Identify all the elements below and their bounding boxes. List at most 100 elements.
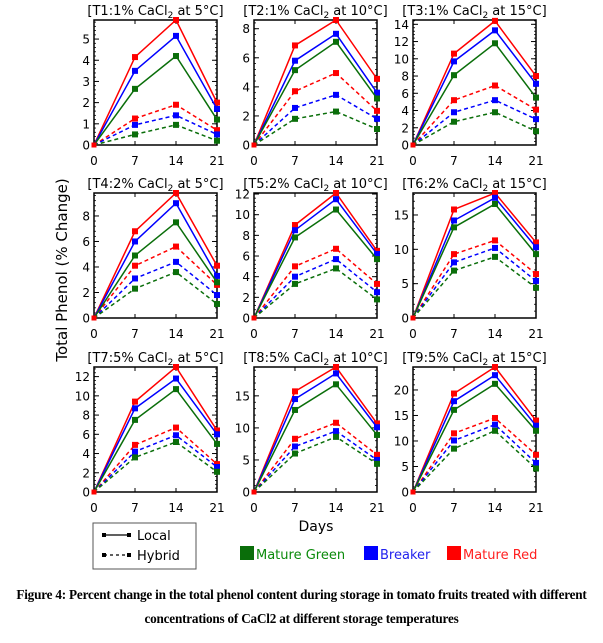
series-line	[93, 434, 218, 493]
series-hybrid-mature-green	[412, 109, 539, 146]
series-line	[253, 372, 378, 493]
legend-mature-green-swatch	[240, 546, 254, 560]
series-line	[412, 203, 537, 319]
data-point	[374, 424, 380, 431]
y-tick-label: 6	[82, 428, 90, 442]
data-point	[451, 445, 457, 452]
data-point	[292, 115, 298, 122]
data-point	[451, 430, 457, 437]
plot-frame	[412, 19, 537, 146]
series-line	[412, 417, 537, 493]
legend-mature-red-label: Mature Red	[463, 548, 537, 563]
data-point	[451, 251, 457, 258]
x-tick-label: 14	[487, 154, 502, 168]
data-point	[492, 40, 498, 47]
data-point	[451, 50, 457, 57]
series-local-mature-green	[253, 206, 380, 319]
series-local-mature-green	[253, 38, 380, 146]
x-tick-label: 7	[131, 501, 139, 515]
legend-mature-green-label: Mature Green	[256, 548, 345, 563]
origin-point	[251, 142, 257, 148]
x-tick-label: 0	[409, 327, 417, 341]
series-hybrid-breaker	[412, 97, 539, 146]
data-point	[333, 370, 339, 377]
data-point	[292, 222, 298, 229]
data-point	[374, 75, 380, 82]
plot-frame	[93, 192, 218, 319]
y-tick-label: 6	[401, 87, 409, 101]
series-hybrid-mature-red	[93, 101, 220, 146]
data-point	[333, 190, 339, 196]
figure-caption-line-2: concentrations of CaCl2 at different sto…	[144, 611, 459, 626]
series-local-mature-green	[93, 386, 220, 493]
data-point	[374, 289, 380, 296]
data-point	[292, 435, 298, 442]
data-point	[374, 456, 380, 463]
data-point	[292, 396, 298, 403]
data-point	[533, 94, 539, 101]
series-line	[412, 192, 537, 319]
y-tick-label: 4	[82, 260, 90, 274]
y-tick-label: 20	[394, 383, 409, 397]
x-tick-label: 21	[369, 501, 384, 515]
panel-7: [T7:5% CaCl2 at 5°C] 0 2 4 6 8 10 12 0 7 14 21	[75, 351, 225, 515]
series-line	[93, 388, 218, 493]
y-tick-label: 6	[242, 51, 250, 65]
data-point	[214, 468, 220, 475]
data-point	[533, 244, 539, 251]
data-point	[533, 80, 539, 87]
y-tick-label: 0	[242, 139, 250, 153]
legend-mature-red-swatch	[447, 546, 461, 560]
x-tick-label: 0	[250, 327, 258, 341]
y-tick-label: 12	[235, 188, 250, 202]
data-point	[173, 200, 179, 207]
data-point	[292, 227, 298, 234]
series-hybrid-breaker	[93, 258, 220, 319]
series-line	[412, 111, 537, 146]
data-point	[533, 422, 539, 429]
origin-point	[91, 315, 97, 321]
series-hybrid-mature-red	[412, 82, 539, 146]
x-tick-label: 7	[291, 154, 299, 168]
data-point	[492, 364, 498, 370]
data-point	[451, 217, 457, 224]
data-point	[533, 277, 539, 284]
plot-frame	[93, 366, 218, 493]
data-point	[173, 32, 179, 39]
series-local-mature-red	[253, 190, 380, 319]
series-hybrid-mature-red	[253, 419, 380, 493]
plot-frame	[93, 19, 218, 146]
legend-local-marker-right	[127, 533, 131, 537]
data-point	[451, 58, 457, 65]
series-local-mature-red	[93, 190, 220, 319]
series-line	[412, 429, 537, 493]
series-hybrid-breaker	[93, 112, 220, 146]
data-point	[333, 256, 339, 263]
panel-title: [T8:5% CaCl2 at 10°C]	[243, 351, 387, 368]
x-tick-label: 14	[168, 154, 183, 168]
origin-point	[91, 142, 97, 148]
origin-point	[410, 142, 416, 148]
series-line	[412, 374, 537, 493]
data-point	[292, 263, 298, 270]
data-point	[214, 440, 220, 447]
panel-9: [T9:5% CaCl2 at 15°C] 0 5 10 15 20 0 7 14 21	[394, 351, 547, 515]
origin-point	[410, 489, 416, 495]
data-point	[292, 273, 298, 280]
data-point	[292, 57, 298, 64]
data-point	[132, 405, 138, 412]
y-tick-label: 15	[235, 389, 250, 403]
series-line	[253, 110, 378, 146]
panel-8: [T8:5% CaCl2 at 10°C] 0 5 10 15 0 7 14 21	[235, 351, 388, 515]
y-tick-label: 15	[394, 208, 409, 222]
data-point	[333, 70, 339, 77]
data-point	[451, 406, 457, 413]
data-point	[533, 417, 539, 424]
series-local-mature-green	[412, 200, 539, 319]
data-point	[451, 390, 457, 397]
data-point	[214, 431, 220, 438]
data-point	[374, 256, 380, 263]
figure-caption-line-1: Figure 4: Percent change in the total ph…	[16, 587, 587, 602]
y-tick-label: 5	[401, 277, 409, 291]
y-tick-label: 4	[82, 54, 90, 68]
